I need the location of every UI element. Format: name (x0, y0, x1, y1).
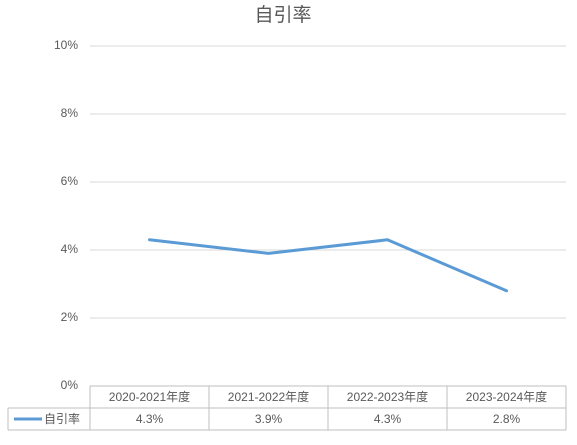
table-value: 3.9% (255, 412, 283, 426)
y-tick-label: 4% (61, 242, 79, 256)
legend-label: 自引率 (44, 411, 80, 426)
x-tick-label: 2021-2022年度 (228, 389, 309, 404)
x-tick-label: 2020-2021年度 (109, 389, 190, 404)
series-line (148, 238, 508, 293)
chart-title: 自引率 (254, 4, 311, 26)
table-value: 4.3% (374, 412, 402, 426)
y-tick-label: 6% (61, 174, 79, 188)
table-value: 2.8% (493, 412, 521, 426)
y-tick-label: 8% (61, 106, 79, 120)
y-tick-label: 2% (61, 310, 79, 324)
y-tick-label: 10% (54, 38, 78, 52)
x-tick-label: 2023-2024年度 (466, 389, 547, 404)
x-tick-label: 2022-2023年度 (347, 389, 428, 404)
y-tick-label: 0% (61, 378, 79, 392)
table-value: 4.3% (136, 412, 164, 426)
